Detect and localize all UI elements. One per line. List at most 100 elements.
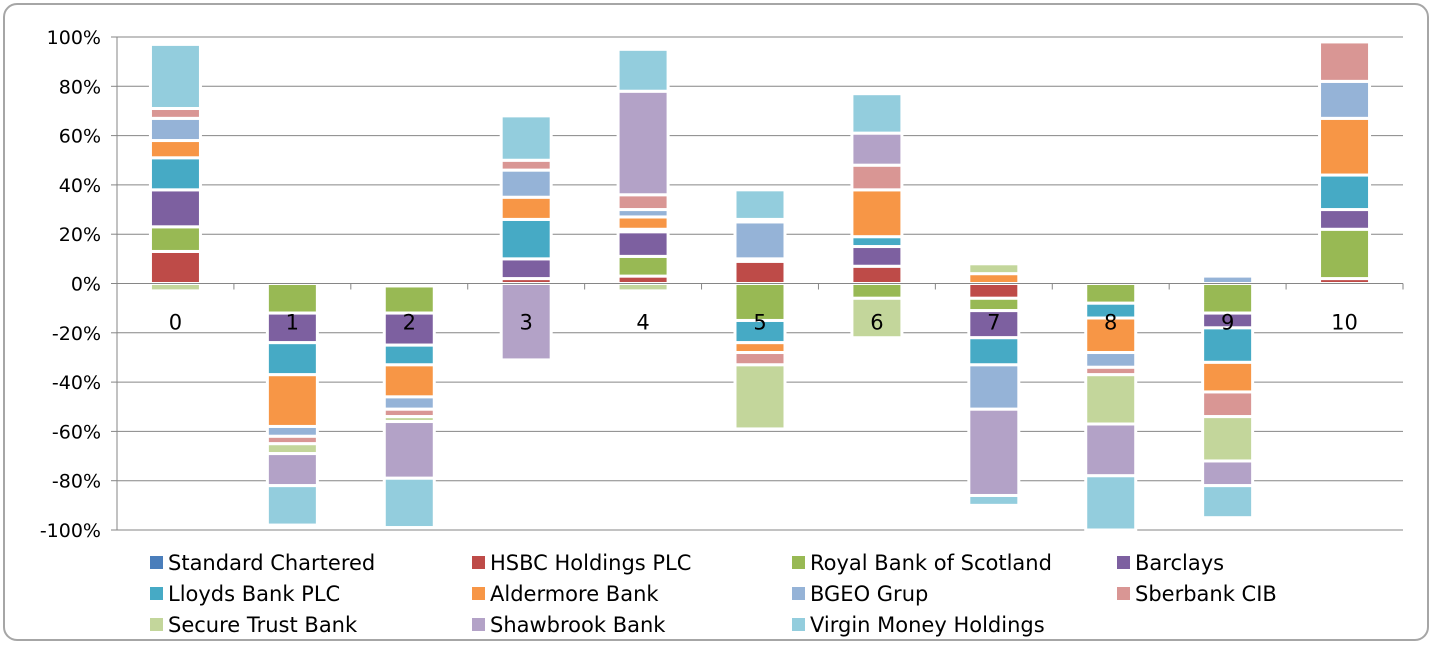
bar-segment [148, 225, 202, 253]
bar-segment [1201, 360, 1255, 394]
legend-item: Standard Chartered [150, 551, 375, 575]
legend-label: Shawbrook Bank [490, 613, 666, 637]
legend-swatch [792, 618, 805, 631]
legend-label: Secure Trust Bank [168, 613, 358, 637]
bar-segment [499, 257, 553, 281]
category-label: 9 [1221, 311, 1234, 335]
bar-segment [1318, 40, 1372, 83]
y-axis-ticks: -100% -80% -60% -40% -20% 0% 20% 40% 60% 80% 100% [40, 27, 118, 542]
legend-label: Lloyds Bank PLC [168, 582, 340, 606]
bar-segment [967, 282, 1021, 300]
legend: Standard Chartered HSBC Holdings PLC Royal… [150, 551, 1277, 637]
bar-segment [850, 264, 904, 285]
bar-segment [499, 114, 553, 162]
bar-segment [1084, 282, 1138, 305]
legend-swatch [150, 618, 163, 631]
bar-segment [265, 311, 319, 345]
bar-segment [733, 220, 787, 261]
category-label: 0 [169, 311, 182, 335]
bar-segment [265, 341, 319, 377]
legend-swatch [792, 587, 805, 600]
bar-segment [733, 351, 787, 367]
legend-item: Sberbank CIB [1117, 582, 1277, 606]
y-tick-label: 100% [47, 27, 101, 49]
bar-segment [850, 131, 904, 167]
bar-segment [1201, 415, 1255, 463]
legend-swatch [472, 556, 485, 569]
legend-item: BGEO Grup [792, 582, 928, 606]
bar-segment [499, 217, 553, 261]
y-tick-label: 60% [59, 126, 101, 148]
bar-segment [1318, 208, 1372, 231]
bar-segment [1084, 351, 1138, 369]
bar-segment [850, 92, 904, 135]
bar-segment [148, 282, 202, 293]
bar-segment [148, 139, 202, 160]
bar-segment [1201, 459, 1255, 488]
bar-segment [1084, 474, 1138, 532]
bar-segment [967, 336, 1021, 367]
bar-segment [850, 282, 904, 300]
legend-swatch [792, 556, 805, 569]
legend-label: HSBC Holdings PLC [490, 551, 691, 575]
bars [148, 40, 1372, 532]
bar-segment [382, 420, 436, 480]
bar-segment [616, 215, 670, 231]
legend-item: Barclays [1117, 551, 1224, 575]
category-label: 7 [987, 311, 1000, 335]
bar-segment [616, 230, 670, 258]
bar-segment [1201, 390, 1255, 419]
category-label: 1 [286, 311, 299, 335]
legend-swatch [150, 587, 163, 600]
y-tick-label: -40% [52, 372, 101, 394]
bar-segment [967, 363, 1021, 411]
bar-segment [967, 262, 1021, 276]
bar-segment [1201, 326, 1255, 364]
bar-segment [616, 282, 670, 293]
bar-segment [850, 188, 904, 239]
bar-segment [1201, 274, 1255, 286]
bar-segment [148, 249, 202, 285]
bar-segment [1318, 116, 1372, 177]
bar-segment [148, 188, 202, 229]
bar-segment [265, 484, 319, 527]
y-tick-label: 80% [59, 76, 101, 98]
legend-item: Lloyds Bank PLC [150, 582, 340, 606]
legend-label: Royal Bank of Scotland [810, 551, 1052, 575]
bar-segment [382, 311, 436, 347]
category-label: 2 [403, 311, 416, 335]
bar-segment [616, 47, 670, 93]
bar-segment [733, 188, 787, 221]
legend-item: Shawbrook Bank [472, 613, 666, 637]
bar-segment [850, 296, 904, 340]
legend-item: Virgin Money Holdings [792, 613, 1045, 637]
bar-segment [967, 296, 1021, 313]
bar-segment [265, 373, 319, 428]
bar-segment [1201, 484, 1255, 520]
bar-segment [382, 395, 436, 411]
bar-segment [148, 42, 202, 110]
bar-segment [382, 284, 436, 315]
legend-item: HSBC Holdings PLC [472, 551, 691, 575]
bar-segment [967, 407, 1021, 497]
bar-segment [850, 245, 904, 268]
bar-segment [382, 476, 436, 530]
bar-segment [733, 259, 787, 286]
bar-segment [148, 156, 202, 192]
bar-segment [967, 493, 1021, 507]
category-label: 6 [870, 311, 883, 335]
legend-label: BGEO Grup [810, 582, 928, 606]
y-tick-label: -20% [52, 323, 101, 345]
legend-item: Secure Trust Bank [150, 613, 358, 637]
bar-segment [1318, 79, 1372, 120]
legend-swatch [1117, 556, 1130, 569]
y-tick-label: -100% [40, 520, 101, 542]
y-tick-label: 20% [59, 224, 101, 246]
y-tick-label: -80% [52, 471, 101, 493]
category-labels: 0 1 2 3 4 5 6 7 8 9 10 [169, 311, 1358, 335]
legend-label: Sberbank CIB [1135, 582, 1277, 606]
bar-segment [1318, 173, 1372, 212]
legend-item: Aldermore Bank [472, 582, 659, 606]
y-tick-label: 40% [59, 175, 101, 197]
